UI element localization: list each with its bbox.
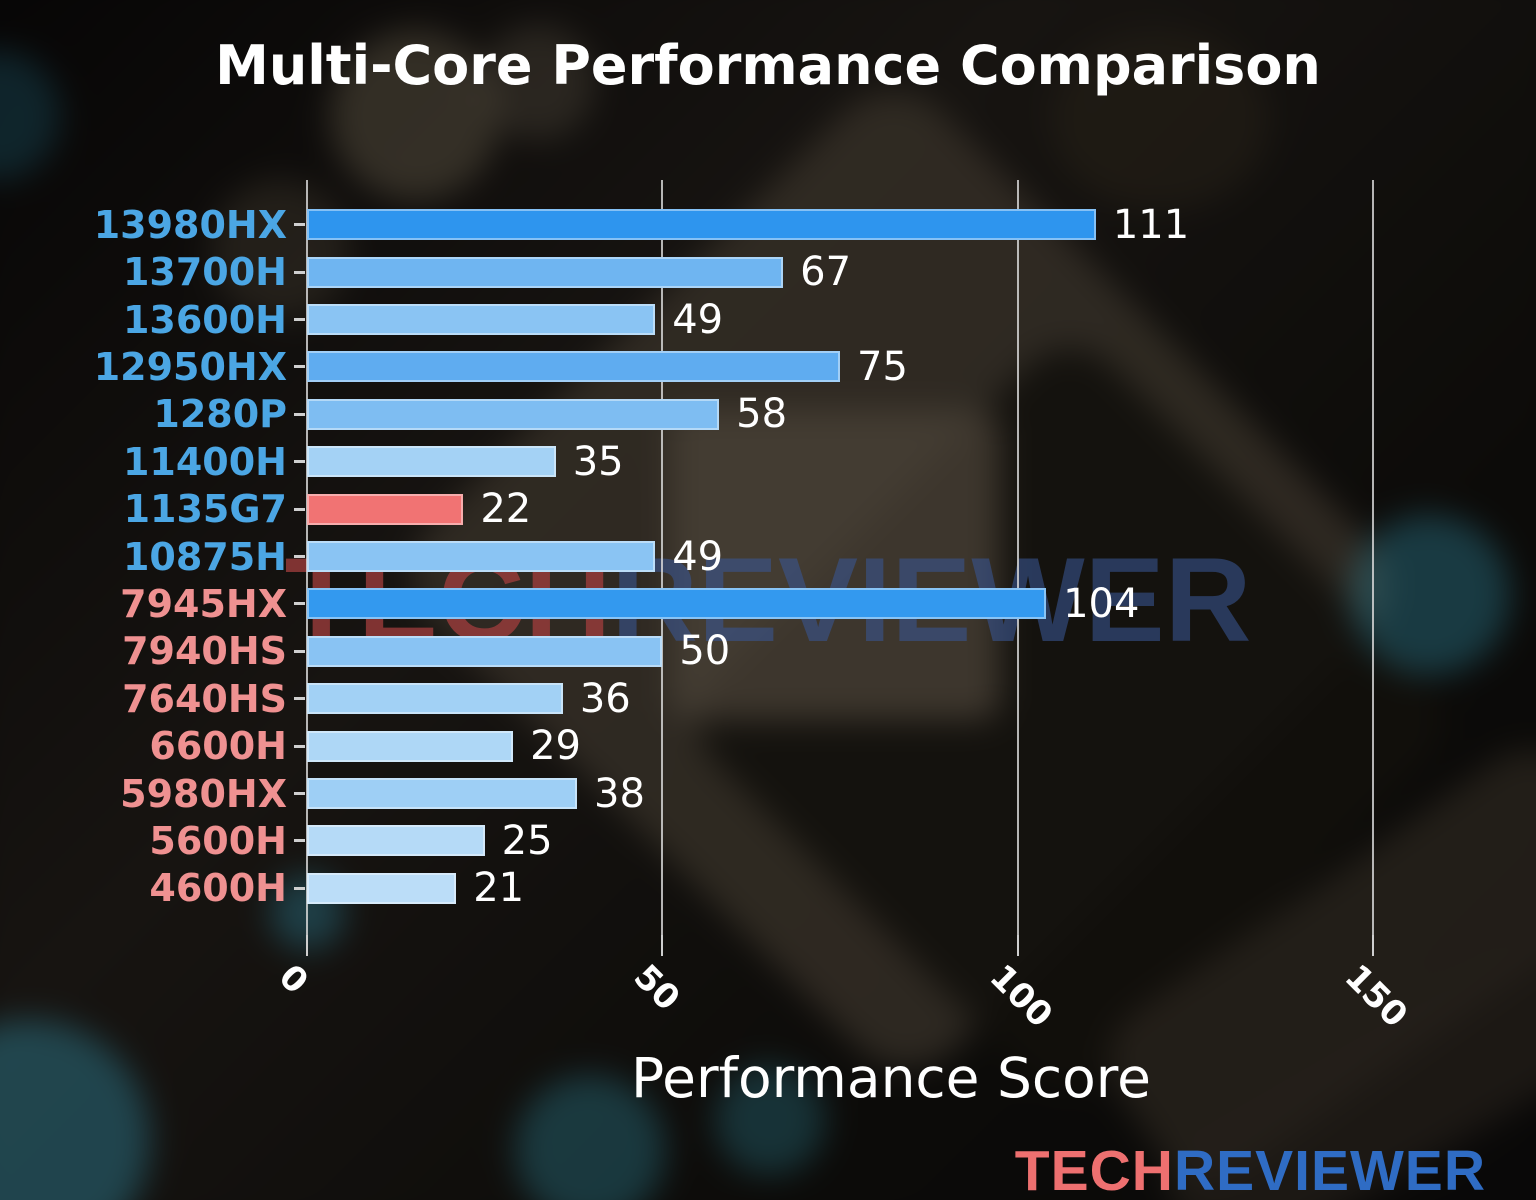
category-label: 4600H <box>149 866 287 911</box>
performance-bar <box>307 825 485 857</box>
bar-value: 58 <box>736 391 788 438</box>
gridline-x-150 <box>1372 180 1374 935</box>
y-tick-mark <box>294 318 305 321</box>
x-tick-mark-50 <box>661 935 664 956</box>
bar-value: 25 <box>501 817 553 864</box>
bar-value: 36 <box>579 675 631 722</box>
performance-bar <box>307 304 656 335</box>
y-tick-mark <box>294 839 305 843</box>
bokeh-blob <box>480 25 595 140</box>
cpu-die-shape <box>670 410 1000 720</box>
bar-value: 29 <box>530 723 581 770</box>
performance-bar <box>307 256 784 288</box>
category-label: 13600H <box>122 297 287 342</box>
bokeh-blob <box>1050 30 1270 210</box>
plot-area: 0 50 100 150 13980HX 111 13700H 67 13600H 49 12950… <box>94 180 1475 1035</box>
teal-glow <box>1350 515 1510 675</box>
x-tick-mark-150 <box>1372 935 1374 956</box>
category-label: 7640HS <box>122 676 287 721</box>
category-label: 5600H <box>149 818 287 863</box>
bar-value: 35 <box>572 438 624 485</box>
y-tick-mark <box>294 270 305 274</box>
footer-watermark: TECHREVIEWER <box>1015 1138 1486 1200</box>
teal-glow <box>715 1065 825 1175</box>
bar-value: 21 <box>473 865 525 912</box>
footer-watermark-tech: TECH <box>1014 1139 1174 1200</box>
y-tick-mark <box>294 602 305 606</box>
y-tick-mark <box>294 886 305 890</box>
category-label: 5980HX <box>120 771 287 816</box>
category-label: 1135G7 <box>123 487 287 532</box>
y-tick-mark <box>294 365 305 369</box>
performance-bar <box>307 730 514 762</box>
performance-bar <box>307 446 556 478</box>
bar-value: 49 <box>672 296 724 343</box>
category-label: 10875H <box>122 534 287 579</box>
bar-value: 67 <box>800 249 852 296</box>
bar-value: 75 <box>857 343 908 390</box>
bar-value: 50 <box>679 628 731 675</box>
footer-watermark-reviewer: REVIEWER <box>1173 1139 1486 1200</box>
gridline-x-100 <box>1016 180 1019 935</box>
y-tick-mark <box>294 412 305 416</box>
performance-bar <box>307 398 720 430</box>
x-tick-mark-0 <box>306 935 308 956</box>
performance-bar <box>307 683 563 715</box>
y-tick-mark <box>294 507 305 511</box>
y-tick-mark <box>294 744 305 748</box>
performance-bar <box>307 209 1096 241</box>
performance-bar <box>307 778 578 809</box>
category-label: 7945HX <box>120 581 287 626</box>
y-tick-mark <box>294 223 305 227</box>
category-label: 7940HS <box>122 629 287 674</box>
y-tick-mark <box>294 792 305 795</box>
y-tick-mark <box>294 555 305 558</box>
category-label: 13980HX <box>93 202 287 247</box>
performance-bar <box>307 872 457 904</box>
category-label: 6600H <box>149 724 287 769</box>
performance-bar <box>307 541 656 572</box>
bar-value: 38 <box>594 770 645 817</box>
bokeh-blob <box>210 180 350 320</box>
bar-value: 49 <box>672 533 724 580</box>
y-tick-mark <box>294 697 305 701</box>
y-tick-mark <box>294 649 305 653</box>
category-label: 12950HX <box>93 344 287 389</box>
performance-bar <box>307 635 663 667</box>
performance-bar <box>307 351 840 383</box>
bokeh-blob <box>330 30 500 200</box>
gridline-x-50 <box>661 180 664 935</box>
y-tick-mark <box>294 460 305 464</box>
performance-bar <box>307 588 1047 620</box>
teal-glow <box>515 1075 665 1200</box>
chart-title: Multi-Core Performance Comparison <box>215 34 1321 97</box>
bar-value: 111 <box>1112 201 1190 248</box>
bar-value: 22 <box>480 486 532 533</box>
x-tick-mark-100 <box>1016 935 1019 956</box>
category-label: 11400H <box>122 439 287 484</box>
category-label: 13700H <box>122 250 287 295</box>
category-label: 1280P <box>153 392 287 437</box>
x-axis-label: Performance Score <box>630 1046 1152 1110</box>
bar-value: 104 <box>1063 580 1140 627</box>
performance-bar <box>307 493 464 525</box>
